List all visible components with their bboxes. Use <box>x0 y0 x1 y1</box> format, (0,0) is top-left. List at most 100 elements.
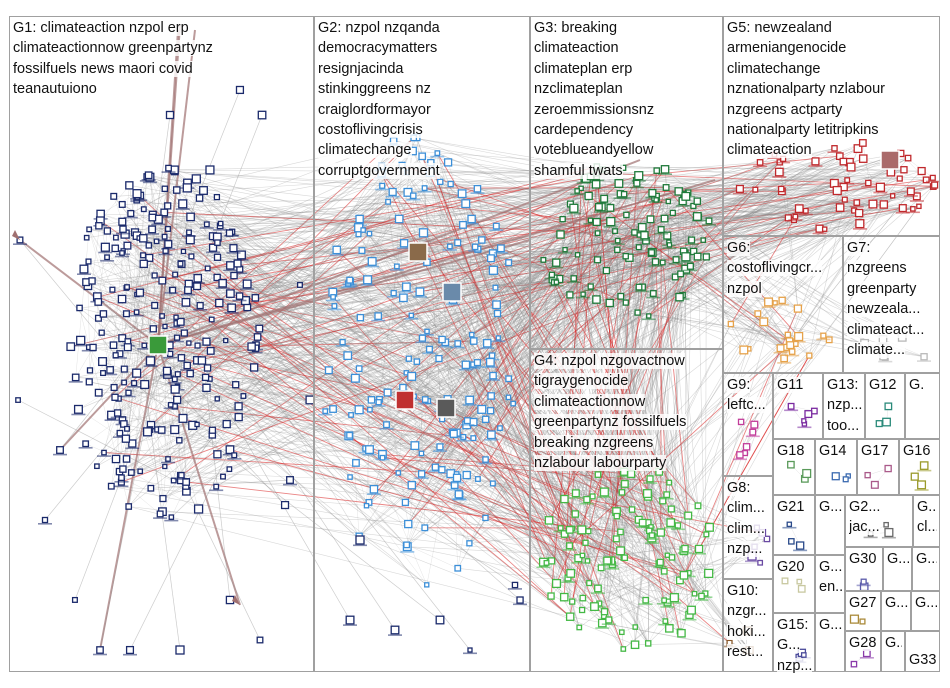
graph-edge <box>669 191 783 246</box>
group-box-g10: G10: nzgr... hoki... rest... <box>723 579 773 672</box>
graph-edge <box>170 358 409 406</box>
graph-edge <box>708 158 784 222</box>
graph-edge <box>457 343 493 356</box>
graph-edge <box>251 317 361 347</box>
graph-edge <box>121 481 161 515</box>
graph-edge <box>492 241 669 376</box>
graph-edge <box>102 243 169 374</box>
graph-edge <box>98 218 665 227</box>
graph-edge <box>492 208 575 484</box>
graph-edge <box>604 198 710 222</box>
group-label-g16: G16 <box>903 443 931 459</box>
graph-edge <box>421 249 479 454</box>
graph-edge <box>664 191 679 219</box>
group-box-g27: G27 <box>845 591 881 631</box>
graph-edge <box>620 323 732 551</box>
graph-edge <box>403 270 607 298</box>
graph-edge <box>477 192 653 480</box>
graph-edge <box>644 153 901 236</box>
graph-edge <box>403 297 613 565</box>
graph-edge <box>450 183 686 258</box>
graph-edge <box>358 218 472 228</box>
group-box-g24: G2... jac... <box>845 495 913 547</box>
graph-edge <box>411 179 927 377</box>
graph-edge <box>96 166 597 298</box>
graph-edge <box>556 281 680 298</box>
graph-edge <box>174 224 208 390</box>
graph-edge <box>477 188 589 197</box>
graph-edge <box>174 171 227 425</box>
graph-edge <box>182 216 191 419</box>
group-box-g5: G5: newzealand armeniangenocide climatec… <box>723 16 940 236</box>
graph-edge <box>190 216 337 251</box>
graph-edge <box>421 473 565 598</box>
graph-edge <box>174 376 412 380</box>
graph-edge <box>190 373 706 594</box>
graph-edge <box>124 233 409 525</box>
group-label-g24: G2... jac... <box>849 499 881 536</box>
graph-edge <box>625 186 934 257</box>
graph-edge <box>177 373 579 559</box>
graph-edge <box>143 263 164 499</box>
group-box-g31: G... <box>883 547 912 591</box>
graph-edge <box>88 262 557 348</box>
graph-edge <box>430 172 584 295</box>
graph-edge <box>625 179 848 257</box>
graph-edge <box>235 262 663 385</box>
graph-edge <box>111 485 590 584</box>
graph-edge <box>87 285 91 371</box>
graph-edge <box>664 158 864 219</box>
graph-edge <box>222 199 657 284</box>
graph-edge <box>355 191 679 379</box>
graph-edge <box>336 196 917 251</box>
group-label-g34: G... <box>885 595 908 611</box>
graph-edge <box>358 535 636 645</box>
graph-edge <box>359 196 917 220</box>
graph-edge <box>405 155 840 503</box>
graph-edge <box>348 283 639 520</box>
graph-edge <box>639 153 901 236</box>
graph-edge <box>490 228 825 259</box>
graph-edge <box>449 246 583 556</box>
graph-edge <box>606 184 935 271</box>
graph-edge <box>590 220 706 594</box>
graph-edge <box>606 161 816 271</box>
graph-edge <box>324 185 383 412</box>
graph-edge <box>661 210 855 231</box>
graph-edge <box>368 338 423 503</box>
graph-edge <box>174 169 621 297</box>
graph-edge <box>363 229 607 271</box>
graph-edge <box>440 148 859 408</box>
graph-edge <box>551 274 769 303</box>
graph-edge <box>441 469 623 493</box>
graph-edge <box>92 230 616 282</box>
graph-edge <box>359 221 573 529</box>
graph-edge <box>624 169 904 195</box>
graph-edge <box>638 155 840 177</box>
graph-edge <box>473 262 664 439</box>
graph-edge <box>111 485 652 528</box>
graph-edge <box>551 158 864 276</box>
graph-edge <box>492 478 651 484</box>
graph-edge <box>562 218 793 352</box>
group-label-g17: G17 <box>861 443 889 459</box>
graph-edge <box>412 150 869 184</box>
graph-edge <box>200 305 361 318</box>
graph-edge <box>127 346 383 455</box>
graph-edge <box>424 188 443 420</box>
graph-edge <box>367 234 561 281</box>
graph-edge <box>149 259 598 430</box>
group-box-g17: G17 <box>857 439 899 495</box>
graph-edge <box>569 261 656 296</box>
graph-edge <box>179 293 584 441</box>
graph-edge <box>220 225 494 376</box>
graph-edge <box>650 219 665 572</box>
graph-edge <box>492 166 852 376</box>
graph-edge <box>392 191 675 598</box>
graph-edge <box>98 259 544 319</box>
graph-edge <box>184 332 622 633</box>
graph-edge <box>146 176 428 263</box>
graph-edge <box>366 312 638 506</box>
graph-edge <box>131 212 165 473</box>
graph-edge <box>469 244 670 401</box>
